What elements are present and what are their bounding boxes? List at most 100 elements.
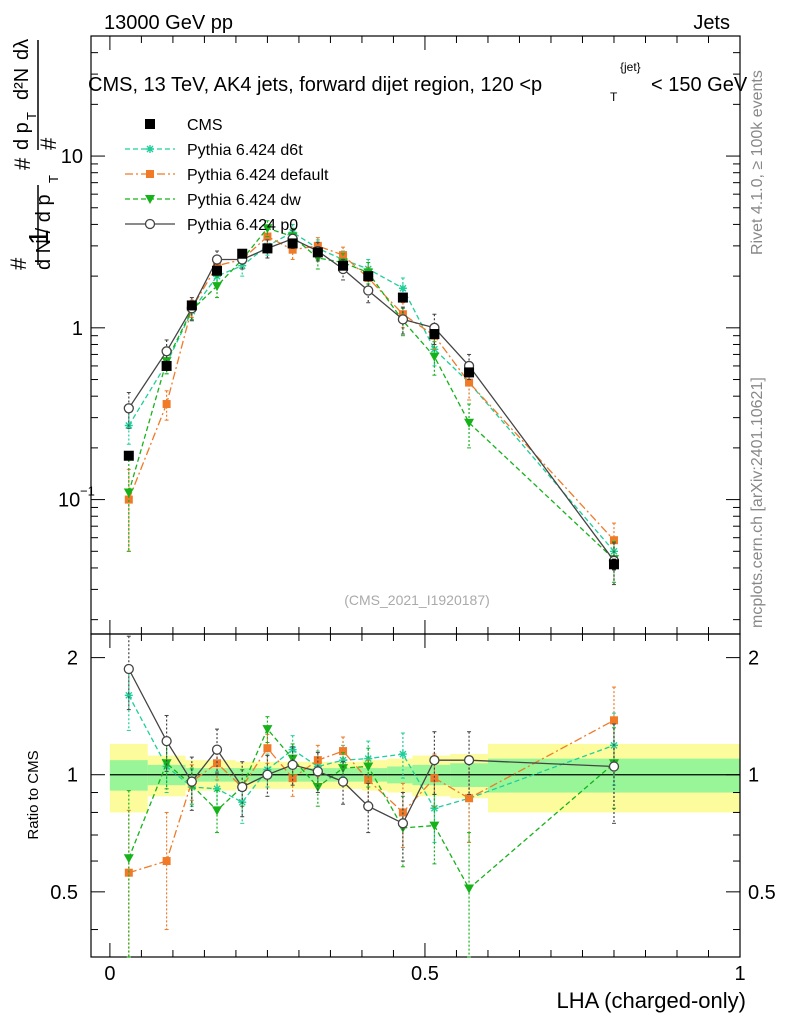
rivet-version-label: Rivet 4.1.0, ≥ 100k events — [749, 70, 766, 255]
x-axis-label: LHA (charged-only) — [556, 988, 746, 1013]
series-line — [128, 238, 615, 562]
data-point — [262, 243, 273, 254]
legend-marker — [145, 119, 155, 129]
ratio-data-point — [162, 857, 171, 866]
ratio-data-point — [212, 806, 223, 816]
ratio-y-tick-label-right: 0.5 — [748, 882, 776, 904]
series-line — [128, 227, 615, 560]
ratio-data-point — [339, 747, 348, 756]
data-point — [398, 284, 407, 293]
mcplots-credit-label: mcplots.cern.ch [arXiv:2401.10621] — [749, 377, 766, 628]
ratio-data-point — [609, 716, 618, 725]
data-point — [397, 314, 409, 325]
ratio-data-point — [262, 769, 273, 780]
legend-label: CMS — [187, 117, 223, 134]
ratio-data-point — [213, 784, 222, 793]
legend-item: Pythia 6.424 dw — [125, 192, 301, 209]
ratio-data-point — [262, 725, 273, 735]
x-tick-label: 0 — [104, 963, 115, 985]
ratio-data-point — [186, 776, 197, 787]
ratio-data-point — [213, 759, 222, 768]
ratio-series-line — [128, 694, 615, 810]
data-point — [429, 329, 440, 340]
data-point — [211, 254, 223, 265]
legend-item: Pythia 6.424 p0 — [125, 217, 298, 234]
data-point — [287, 238, 298, 249]
svg-text:T: T — [24, 112, 39, 120]
uncertainty-band-inner — [109, 760, 148, 791]
ratio-data-point — [363, 801, 374, 812]
data-point — [288, 245, 297, 254]
x-tick-label: 1 — [734, 963, 745, 985]
data-point — [237, 248, 248, 259]
data-point — [464, 367, 475, 378]
x-tick-label: 0.5 — [411, 963, 439, 985]
svg-text:CMS, 13 TeV, AK4 jets, forward: CMS, 13 TeV, AK4 jets, forward dijet reg… — [88, 74, 542, 96]
ratio-series-line — [128, 727, 615, 890]
ratio-panel: 0.5 0.5 1 1 2 2 0 0.5 1 — [50, 633, 776, 985]
legend-item: Pythia 6.424 d6t — [125, 142, 303, 159]
ratio-data-point — [364, 754, 373, 763]
svg-text:#: # — [36, 137, 61, 150]
data-point — [212, 265, 223, 276]
ratio-data-point — [397, 818, 409, 829]
data-point — [338, 260, 349, 271]
data-point — [161, 360, 172, 371]
ratio-data-point — [211, 744, 223, 755]
svg-text:d²N: d²N — [11, 68, 33, 100]
ratio-data-point — [608, 761, 620, 772]
legend-item: CMS — [145, 117, 223, 134]
ratio-series-line — [128, 719, 615, 874]
svg-text:−1: −1 — [80, 484, 95, 499]
header-left: 13000 GeV pp — [104, 12, 233, 34]
y-tick-label: 10 — [58, 490, 80, 512]
ratio-y-tick-label: 0.5 — [50, 882, 78, 904]
data-point — [609, 536, 618, 545]
legend-label: Pythia 6.424 default — [187, 167, 329, 184]
ratio-data-point — [123, 663, 134, 675]
ratio-data-point — [123, 854, 134, 864]
ratio-data-point — [338, 764, 349, 774]
ratio-data-point — [124, 868, 133, 877]
data-point — [429, 352, 440, 362]
data-point — [238, 261, 247, 270]
series-line — [128, 235, 615, 541]
data-point — [123, 403, 134, 414]
data-point — [123, 488, 134, 498]
svg-text:{jet}: {jet} — [620, 60, 641, 74]
data-point — [124, 495, 133, 504]
ratio-series-pythia-6-424-p0 — [123, 635, 620, 862]
ratio-data-point — [430, 774, 439, 783]
ratio-series-line — [128, 668, 615, 825]
svg-text:< 150 GeV: < 150 GeV — [651, 74, 748, 96]
legend-label: Pythia 6.424 dw — [187, 192, 301, 209]
svg-text:T: T — [46, 175, 61, 183]
ratio-series-pythia-6-424-default — [124, 686, 618, 958]
data-point — [123, 450, 134, 461]
ratio-data-point — [364, 775, 373, 784]
ratio-data-point — [398, 750, 407, 759]
svg-text:#: # — [10, 157, 35, 170]
svg-text:d N / d p: d N / d p — [33, 194, 55, 270]
svg-text:dλ: dλ — [11, 39, 33, 60]
ratio-data-point — [429, 755, 440, 766]
ratio-y-axis-label: Ratio to CMS — [25, 750, 42, 839]
ratio-data-point — [465, 794, 474, 803]
ratio-data-point — [464, 884, 475, 894]
data-point — [464, 418, 475, 428]
ratio-data-point — [313, 756, 322, 765]
ratio-y-tick-label-right: 2 — [748, 648, 759, 670]
legend-marker — [144, 218, 156, 230]
ratio-data-point — [161, 735, 172, 747]
y-tick-label: 10 — [61, 146, 83, 168]
ratio-y-tick-label-right: 1 — [748, 765, 759, 787]
data-point — [397, 292, 408, 303]
ratio-data-point — [237, 781, 248, 793]
ratio-data-point — [339, 756, 348, 765]
ratio-data-point — [263, 744, 272, 753]
legend-item: Pythia 6.424 default — [125, 167, 329, 184]
legend-marker — [146, 170, 154, 178]
data-point — [262, 224, 273, 234]
